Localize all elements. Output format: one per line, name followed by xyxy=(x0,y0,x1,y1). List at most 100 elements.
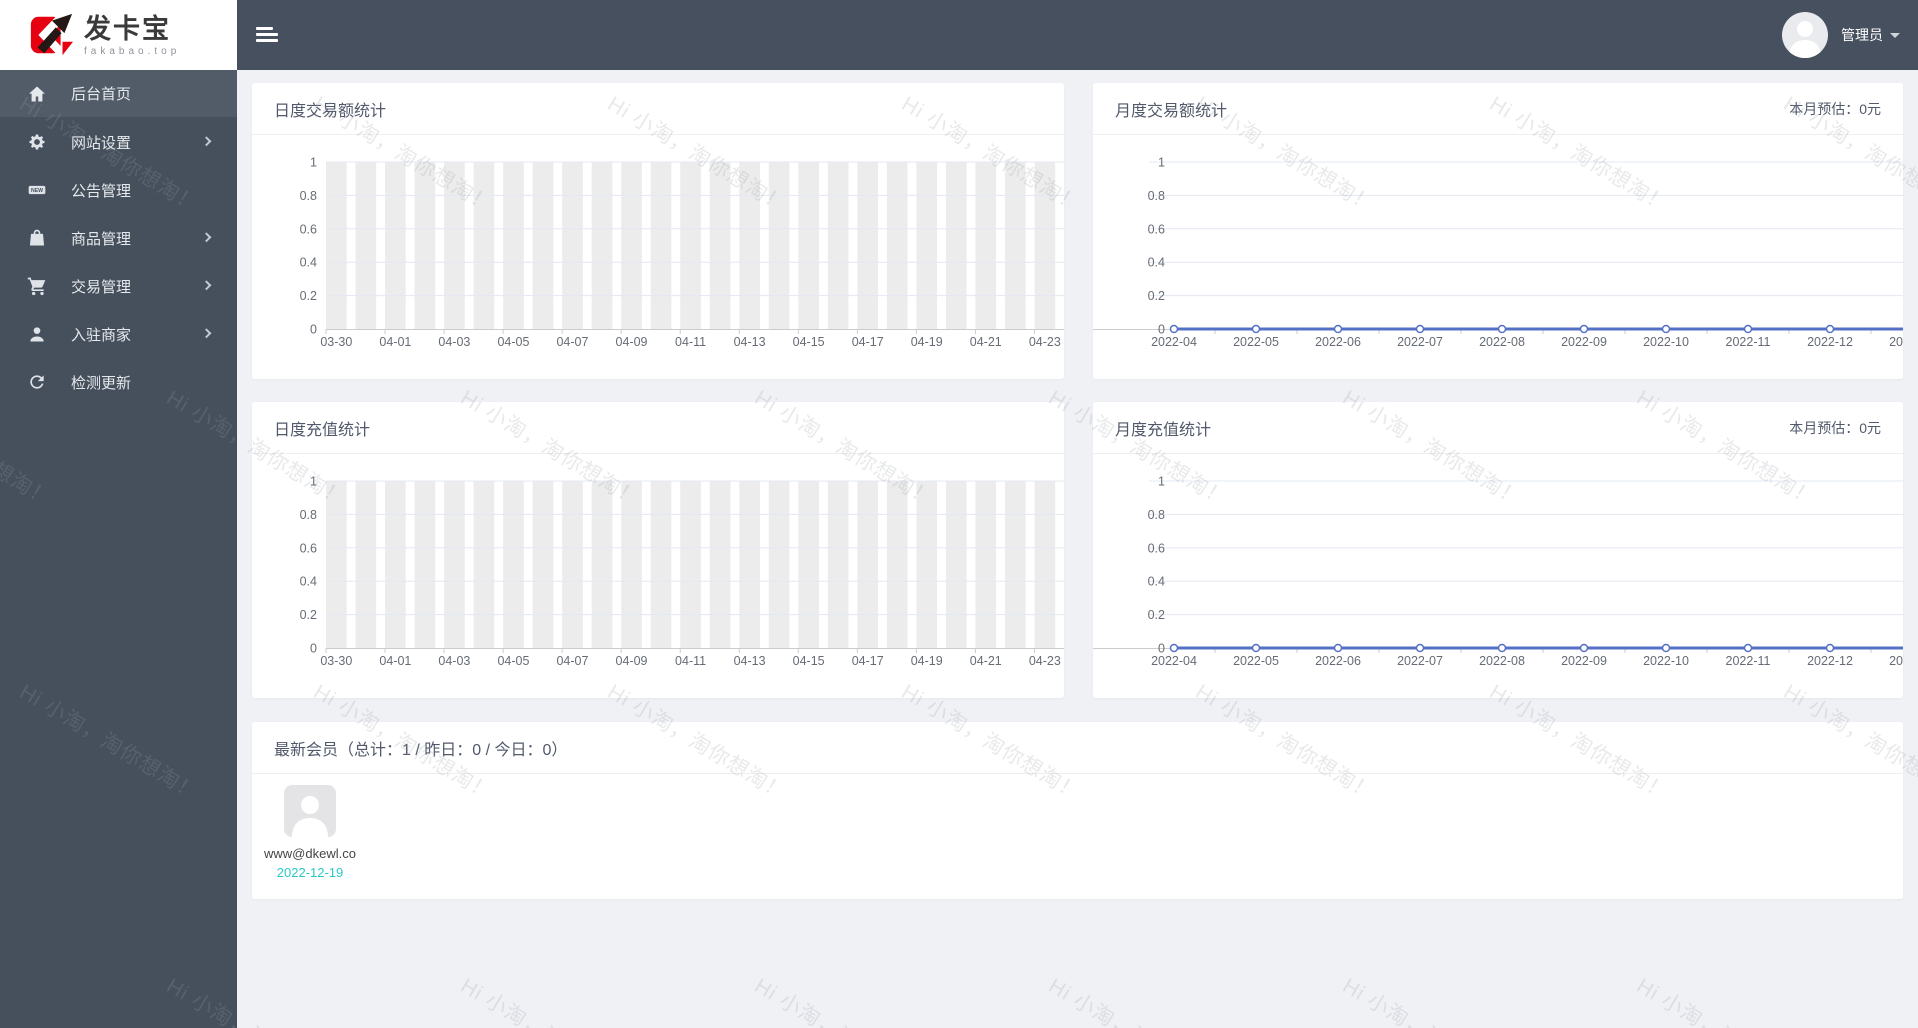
svg-text:1: 1 xyxy=(310,475,317,489)
update-refresh-icon xyxy=(27,372,47,392)
member-avatar xyxy=(284,785,336,837)
app-subtitle: fakabao.top xyxy=(84,45,181,57)
sidebar-toggle-button[interactable] xyxy=(256,27,282,45)
svg-text:04-09: 04-09 xyxy=(616,654,648,668)
watermark-text: Hi 小淘，淘你想淘！ xyxy=(1632,970,1823,1028)
member-item[interactable]: www@dkewl.com 2022-12-19 xyxy=(264,785,356,880)
svg-text:0.4: 0.4 xyxy=(1148,256,1165,270)
user-avatar xyxy=(1782,12,1828,58)
daily-trade-card: 日度交易额统计 03-30 04-01 04-03 04-05 04-07 04-09 04… xyxy=(252,83,1064,379)
svg-text:0.6: 0.6 xyxy=(300,541,317,555)
svg-text:04-23: 04-23 xyxy=(1029,654,1061,668)
sidebar-item-label: 后台首页 xyxy=(71,86,132,103)
month-estimate-label: 本月预估：0元 xyxy=(1789,100,1881,117)
svg-text:2022-05: 2022-05 xyxy=(1233,335,1279,349)
sidebar-item-label: 交易管理 xyxy=(71,278,132,296)
svg-text:2022-11: 2022-11 xyxy=(1726,654,1771,668)
svg-text:03-30: 03-30 xyxy=(320,335,352,349)
svg-text:0: 0 xyxy=(1158,323,1165,337)
daily-trade-chart: 03-30 04-01 04-03 04-05 04-07 04-09 04-11 04-13… xyxy=(252,135,1064,379)
home-icon xyxy=(27,84,47,104)
sidebar-item-announcements[interactable]: NEW 公告管理 xyxy=(0,166,237,214)
svg-text:04-01: 04-01 xyxy=(379,335,411,349)
svg-text:2022-12: 2022-12 xyxy=(1807,335,1853,349)
svg-text:2023-01: 2023-01 xyxy=(1889,654,1903,668)
svg-text:2022-05: 2022-05 xyxy=(1233,654,1279,668)
card-header: 日度充值统计 xyxy=(252,402,1064,454)
chevron-right-icon xyxy=(201,136,212,147)
sidebar-item-trades[interactable]: 交易管理 xyxy=(0,262,237,310)
svg-text:0.2: 0.2 xyxy=(1148,608,1165,622)
svg-text:2022-07: 2022-07 xyxy=(1397,335,1443,349)
watermark-text: Hi 小淘，淘你想淘！ xyxy=(456,970,647,1028)
sidebar-item-goods[interactable]: 商品管理 xyxy=(0,214,237,262)
svg-text:0.2: 0.2 xyxy=(1148,289,1165,303)
card-title: 日度充值统计 xyxy=(274,421,371,439)
member-email: www@dkewl.com xyxy=(264,846,356,861)
svg-text:04-17: 04-17 xyxy=(852,335,884,349)
svg-text:2022-08: 2022-08 xyxy=(1479,335,1525,349)
sidebar-item-site-settings[interactable]: 网站设置 xyxy=(0,118,237,166)
svg-text:2022-04: 2022-04 xyxy=(1151,335,1197,349)
watermark-text: Hi 小淘，淘你想淘！ xyxy=(750,970,941,1028)
svg-text:04-21: 04-21 xyxy=(970,654,1002,668)
cart-icon xyxy=(27,276,47,296)
svg-text:0.8: 0.8 xyxy=(1148,189,1165,203)
monthly-recharge-chart: 2022-04 2022-05 2022-06 2022-07 2022-08 2022-… xyxy=(1093,454,1903,698)
sidebar-item-merchants[interactable]: 入驻商家 xyxy=(0,310,237,358)
user-menu[interactable]: 管理员 xyxy=(1782,0,1900,70)
sidebar-item-label: 检测更新 xyxy=(71,374,132,392)
svg-text:0.6: 0.6 xyxy=(300,222,317,236)
svg-text:2022-09: 2022-09 xyxy=(1561,335,1607,349)
svg-text:04-11: 04-11 xyxy=(675,335,706,349)
svg-text:0.8: 0.8 xyxy=(1148,508,1165,522)
chevron-right-icon xyxy=(201,328,212,339)
svg-text:0.8: 0.8 xyxy=(300,189,317,203)
watermark-text: Hi 小淘，淘你想淘！ xyxy=(1044,970,1235,1028)
chevron-right-icon xyxy=(201,232,212,243)
svg-text:04-05: 04-05 xyxy=(497,654,529,668)
svg-text:2022-12: 2022-12 xyxy=(1807,654,1853,668)
card-title: 日度交易额统计 xyxy=(274,102,387,120)
svg-text:0.2: 0.2 xyxy=(300,608,317,622)
daily-recharge-chart: 03-30 04-01 04-03 04-05 04-07 04-09 04-11 04-13… xyxy=(252,454,1064,698)
logo[interactable]: 发卡宝 fakabao.top xyxy=(0,0,237,70)
svg-text:0.4: 0.4 xyxy=(300,256,317,270)
svg-text:04-09: 04-09 xyxy=(616,335,648,349)
svg-text:0.6: 0.6 xyxy=(1148,222,1165,236)
svg-text:04-07: 04-07 xyxy=(556,335,588,349)
sidebar: 后台首页 网站设置 NEW 公告管理 商品管理 交易管理 xyxy=(0,70,237,1028)
svg-text:03-30: 03-30 xyxy=(320,654,352,668)
person-icon xyxy=(292,796,328,837)
merchant-user-icon xyxy=(27,324,47,344)
sidebar-item-label: 商品管理 xyxy=(71,230,132,248)
card-header: 月度充值统计 本月预估：0元 xyxy=(1093,402,1903,454)
svg-text:04-19: 04-19 xyxy=(911,654,943,668)
monthly-recharge-card: 月度充值统计 本月预估：0元 2022-04 2022-05 2022-06 2022… xyxy=(1093,402,1903,698)
sidebar-item-check-update[interactable]: 检测更新 xyxy=(0,358,237,406)
svg-text:2022-06: 2022-06 xyxy=(1315,654,1361,668)
svg-text:04-11: 04-11 xyxy=(675,654,706,668)
svg-text:0: 0 xyxy=(310,642,317,656)
sidebar-item-home[interactable]: 后台首页 xyxy=(0,70,237,118)
card-title: 月度交易额统计 xyxy=(1115,102,1228,120)
svg-text:2022-11: 2022-11 xyxy=(1726,335,1771,349)
card-header: 日度交易额统计 xyxy=(252,83,1064,135)
card-header: 最新会员（总计：1 / 昨日：0 / 今日：0） xyxy=(252,722,1903,774)
gear-icon xyxy=(27,132,47,152)
svg-text:2022-07: 2022-07 xyxy=(1397,654,1443,668)
svg-text:0.8: 0.8 xyxy=(300,508,317,522)
sidebar-item-label: 入驻商家 xyxy=(71,326,132,344)
svg-text:04-19: 04-19 xyxy=(911,335,943,349)
sidebar-item-label: 公告管理 xyxy=(71,182,132,200)
svg-text:2022-04: 2022-04 xyxy=(1151,654,1197,668)
fakabao-logo-icon xyxy=(30,12,74,58)
card-header: 月度交易额统计 本月预估：0元 xyxy=(1093,83,1903,135)
svg-text:04-01: 04-01 xyxy=(379,654,411,668)
card-title: 最新会员（总计：1 / 昨日：0 / 今日：0） xyxy=(274,741,568,759)
person-icon xyxy=(1789,21,1821,58)
user-name-label: 管理员 xyxy=(1841,27,1883,43)
goods-bag-icon xyxy=(27,228,47,248)
app-title: 发卡宝 xyxy=(84,13,171,44)
